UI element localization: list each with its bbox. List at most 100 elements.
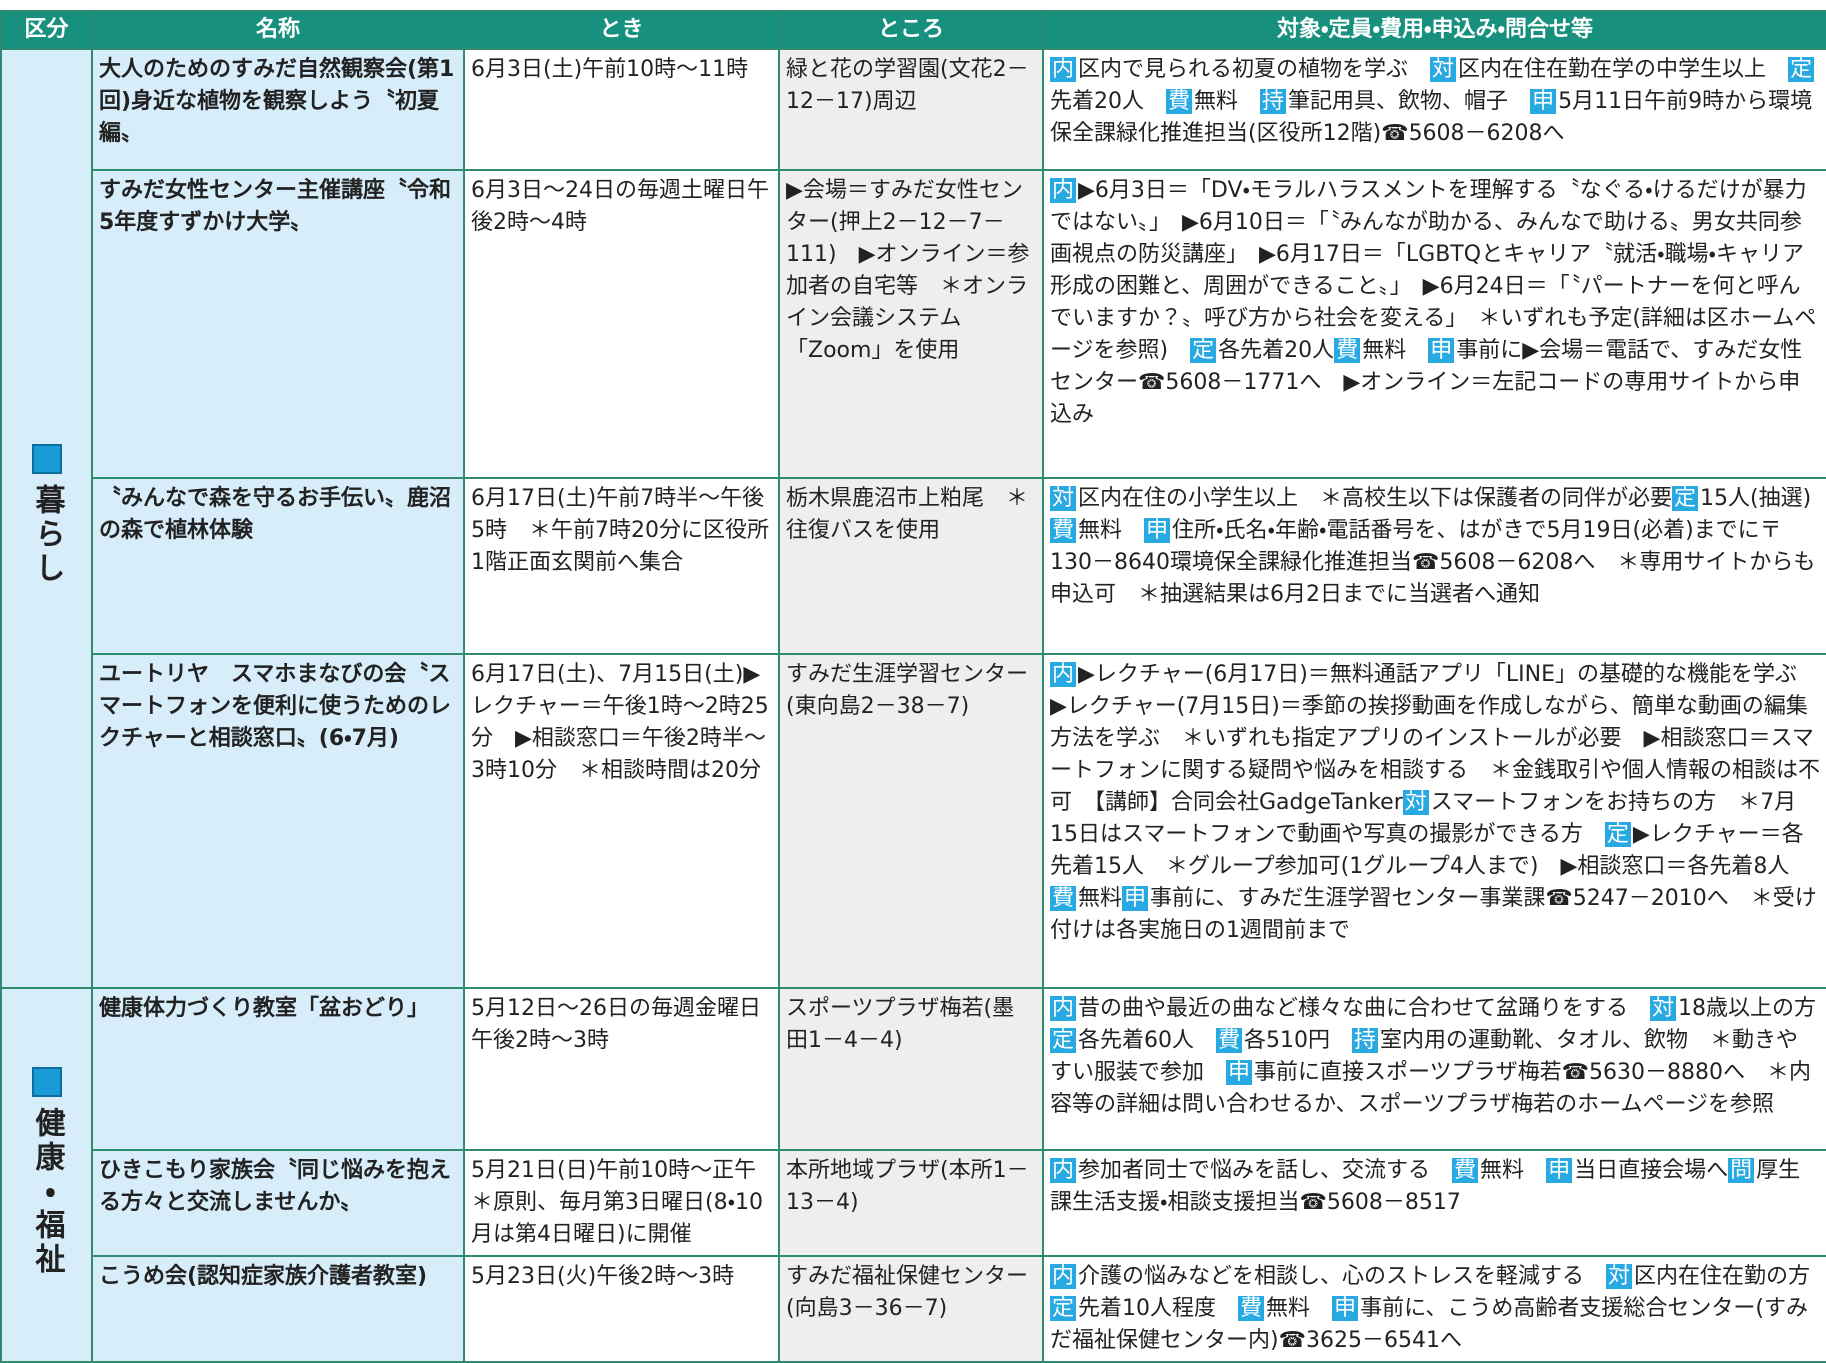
detail-badge: 内 <box>1050 996 1077 1021</box>
detail-badge: 対 <box>1430 57 1457 82</box>
detail-text: 筆記用具、飲物、帽子 <box>1288 89 1531 114</box>
detail-badge: 定 <box>1050 1028 1077 1053</box>
detail-badge: 内 <box>1050 1264 1077 1289</box>
event-when: 5月21日(日)午前10時～正午 ＊原則、毎月第3日曜日(8・10月は第4日曜日… <box>463 1149 780 1257</box>
detail-badge: 申 <box>1530 89 1557 114</box>
detail-text: 住所・氏名・年齢・電話番号を、はがきで5月19日(必着)までに〒130－8640… <box>1050 518 1816 607</box>
detail-text: 15人(抽選) <box>1700 486 1812 511</box>
header-cell: ところ <box>778 10 1044 50</box>
detail-badge: 申 <box>1546 1158 1573 1183</box>
header-cell: 区分 <box>0 10 93 50</box>
table-row: 〝みんなで森を守るお手伝い〟鹿沼の森で植林体験 6月17日(土)午前7時半～午後5… <box>1 477 1826 655</box>
category-label: 暮らし <box>29 484 65 586</box>
detail-text: 昔の曲や最近の曲など様々な曲に合わせて盆踊りをする <box>1078 996 1651 1021</box>
event-when: 5月23日(火)午後2時～3時 <box>463 1255 780 1363</box>
detail-badge: 対 <box>1402 790 1429 815</box>
detail-badge: 費 <box>1050 518 1077 543</box>
category-cell: 暮らし <box>0 48 93 989</box>
detail-text: 区内在住在勤の方 <box>1634 1264 1811 1289</box>
detail-text: 無料 <box>1078 518 1145 543</box>
event-where: すみだ生涯学習センター(東向島2－38－7) <box>778 653 1044 989</box>
detail-badge: 定 <box>1672 486 1699 511</box>
category-cell: 健康・福祉 <box>0 987 93 1363</box>
detail-text: 区内在住の小学生以上 ＊高校生以下は保護者の同伴が必要 <box>1078 486 1673 511</box>
detail-badge: 内 <box>1050 662 1077 687</box>
event-where: ▶会場＝すみだ女性センター(押上2－12－7－111) ▶オンライン＝参加者の自… <box>778 169 1044 479</box>
detail-text: 区内で見られる初夏の植物を学ぶ <box>1078 57 1431 82</box>
event-name: 大人のためのすみだ自然観察会(第1回)身近な植物を観察しよう〝初夏編〟 <box>91 48 465 171</box>
detail-text: ▶レクチャー＝各先着15人 ＊グループ参加可(1グループ4人まで) ▶相談窓口＝… <box>1050 822 1812 879</box>
detail-text: 5月11日午前9時から環境保全課緑化推進担当(区役所12階)☎5608－6208… <box>1050 89 1813 146</box>
detail-badge: 申 <box>1428 338 1455 363</box>
detail-text: スマートフォンをお持ちの方 ＊7月15日はスマートフォンで動画や写真の撮影ができ… <box>1050 790 1797 847</box>
detail-badge: 内 <box>1050 57 1077 82</box>
event-name: ユートリヤ スマホまなびの会〝スマートフォンを便利に使うためのレクチャーと相談窓… <box>91 653 465 989</box>
detail-badge: 申 <box>1122 886 1149 911</box>
event-name: 〝みんなで森を守るお手伝い〟鹿沼の森で植林体験 <box>91 477 465 655</box>
table-row: ユートリヤ スマホまなびの会〝スマートフォンを便利に使うためのレクチャーと相談窓… <box>1 653 1826 989</box>
detail-text: 厚生課生活支援・相談支援担当☎5608－8517 <box>1050 1158 1801 1215</box>
detail-badge: 定 <box>1190 338 1217 363</box>
event-name: 健康体力づくり教室「盆おどり」 <box>91 987 465 1151</box>
detail-text: 無料 <box>1194 89 1261 114</box>
detail-badge: 申 <box>1226 1060 1253 1085</box>
header-row: 区分 名称 とき ところ 対象・定員・費用・申込み・問合せ等 <box>0 10 1826 50</box>
detail-text: 無料 <box>1078 886 1123 911</box>
detail-badge: 費 <box>1050 886 1077 911</box>
detail-badge: 持 <box>1352 1028 1379 1053</box>
table-row: ひきこもり家族会〝同じ悩みを抱える方々と交流しませんか〟 5月21日(日)午前10… <box>1 1149 1826 1257</box>
header-cell: 対象・定員・費用・申込み・問合せ等 <box>1042 10 1826 50</box>
detail-badge: 費 <box>1216 1028 1243 1053</box>
detail-text: 各先着20人 <box>1218 338 1335 363</box>
event-where: すみだ福祉保健センター(向島3－36－7) <box>778 1255 1044 1363</box>
event-name: ひきこもり家族会〝同じ悩みを抱える方々と交流しませんか〟 <box>91 1149 465 1257</box>
detail-text: ▶6月3日＝「DV・モラルハラスメントを理解する〝なぐる・けるだけが暴力ではない… <box>1050 178 1817 363</box>
detail-text: 無料 <box>1480 1158 1547 1183</box>
detail-badge: 費 <box>1238 1296 1265 1321</box>
table-body: 暮らし 大人のためのすみだ自然観察会(第1回)身近な植物を観察しよう〝初夏編〟 6月… <box>0 48 1826 1363</box>
header-cell: とき <box>463 10 780 50</box>
detail-badge: 定 <box>1604 822 1631 847</box>
table-row: こうめ会(認知症家族介護者教室) 5月23日(火)午後2時～3時 すみだ福祉保健セン… <box>1 1255 1826 1363</box>
event-where: 本所地域プラザ(本所1－13－4) <box>778 1149 1044 1257</box>
event-when: 6月17日(土)午前7時半～午後5時 ＊午前7時20分に区役所1階正面玄関前へ集… <box>463 477 780 655</box>
event-table: 区分 名称 とき ところ 対象・定員・費用・申込み・問合せ等 暮らし 大人のためのすみだ自… <box>0 10 1826 1363</box>
detail-badge: 対 <box>1606 1264 1633 1289</box>
detail-text: 事前に直接スポーツプラザ梅若☎5630－8880へ ＊内容等の詳細は問い合わせる… <box>1050 1060 1811 1117</box>
event-details: 対区内在住の小学生以上 ＊高校生以下は保護者の同伴が必要定 15人(抽選) 費無料… <box>1042 477 1826 655</box>
detail-badge: 内 <box>1050 178 1077 203</box>
detail-text: ▶レクチャー(6月17日)＝無料通話アプリ「LINE」の基礎的な機能を学ぶ ▶レ… <box>1050 662 1821 815</box>
event-name: すみだ女性センター主催講座〝令和5年度すずかけ大学〟 <box>91 169 465 479</box>
event-when: 5月12日～26日の毎週金曜日午後2時～3時 <box>463 987 780 1151</box>
table-wrap: 区分 名称 とき ところ 対象・定員・費用・申込み・問合せ等 暮らし 大人のためのすみだ自… <box>0 10 1826 1363</box>
detail-text: 事前に▶会場＝電話で、すみだ女性センター☎5608－1771へ ▶オンライン＝左… <box>1050 338 1803 427</box>
event-where: 緑と花の学習園(文花2－12－17)周辺 <box>778 48 1044 171</box>
detail-badge: 費 <box>1452 1158 1479 1183</box>
table-row: 健康・福祉 健康体力づくり教室「盆おどり」 5月12日～26日の毎週金曜日午後2時～… <box>0 987 1826 1363</box>
event-where: スポーツプラザ梅若(墨田1－4－4) <box>778 987 1044 1151</box>
detail-badge: 持 <box>1260 89 1287 114</box>
event-details: 内介護の悩みなどを相談し、心のストレスを軽減する 対区内在住在勤の方 定先着10… <box>1042 1255 1826 1363</box>
detail-text: 当日直接会場へ <box>1574 1158 1729 1183</box>
detail-badge: 対 <box>1050 486 1077 511</box>
detail-badge: 内 <box>1050 1158 1077 1183</box>
header-cell: 名称 <box>91 10 465 50</box>
event-when: 6月3日(土)午前10時～11時 <box>463 48 780 171</box>
detail-text: 18歳以上の方 <box>1678 996 1817 1021</box>
category-icon <box>31 444 62 474</box>
detail-text: 介護の悩みなどを相談し、心のストレスを軽減する <box>1078 1264 1607 1289</box>
event-details: 内 ▶レクチャー(6月17日)＝無料通話アプリ「LINE」の基礎的な機能を学ぶ ▶… <box>1042 653 1826 989</box>
event-details: 内 ▶6月3日＝「DV・モラルハラスメントを理解する〝なぐる・けるだけが暴力ではな… <box>1042 169 1826 479</box>
event-details: 内昔の曲や最近の曲など様々な曲に合わせて盆踊りをする 対 18歳以上の方 定各先着… <box>1042 987 1826 1151</box>
detail-text: 各510円 <box>1244 1028 1353 1053</box>
detail-badge: 費 <box>1334 338 1361 363</box>
detail-badge: 定 <box>1788 57 1815 82</box>
detail-text: 先着10人程度 <box>1078 1296 1239 1321</box>
detail-badge: 申 <box>1332 1296 1359 1321</box>
category-icon <box>31 1066 62 1097</box>
detail-badge: 対 <box>1650 996 1677 1021</box>
detail-text: 区内在住在勤在学の中学生以上 <box>1458 57 1789 82</box>
detail-badge: 申 <box>1144 518 1171 543</box>
